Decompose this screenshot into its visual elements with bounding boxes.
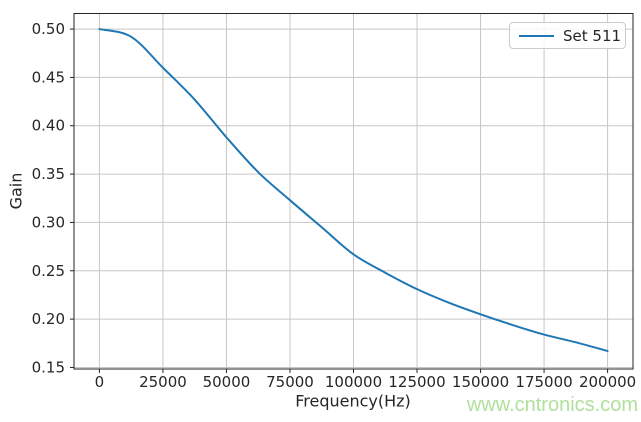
y-tick-label: 0.35 — [32, 165, 65, 183]
x-tick-label: 150000 — [452, 373, 509, 391]
legend-label: Set 511 — [563, 26, 622, 45]
ticks — [70, 28, 609, 373]
x-tick-label: 75000 — [266, 373, 314, 391]
series-line — [98, 28, 609, 353]
x-axis-label: Frequency(Hz) — [295, 391, 411, 411]
x-tick-label: 125000 — [388, 373, 445, 391]
x-tick-label: 175000 — [515, 373, 572, 391]
legend-line-sample — [519, 34, 554, 37]
y-tick-label: 0.40 — [32, 117, 65, 135]
y-tick-label: 0.30 — [32, 213, 65, 231]
y-tick-label: 0.45 — [32, 68, 65, 86]
y-tick-label: 0.50 — [32, 20, 65, 38]
x-tick-label: 0 — [95, 373, 105, 391]
tick-labels: 0 25000 50000 75000 100000 125000 150000 175000… — [32, 20, 637, 391]
x-tick-label: 50000 — [203, 373, 251, 391]
legend: Set 511 — [509, 22, 626, 49]
x-tick-label: 25000 — [139, 373, 187, 391]
x-tick-label: 100000 — [325, 373, 382, 391]
x-tick-label: 200000 — [579, 373, 636, 391]
y-tick-label: 0.15 — [32, 358, 65, 376]
grid — [74, 13, 633, 369]
y-tick-label: 0.25 — [32, 262, 65, 280]
watermark-text: www.cntronics.com — [466, 394, 638, 416]
y-tick-label: 0.20 — [32, 310, 65, 328]
y-axis-label: Gain — [6, 172, 26, 210]
